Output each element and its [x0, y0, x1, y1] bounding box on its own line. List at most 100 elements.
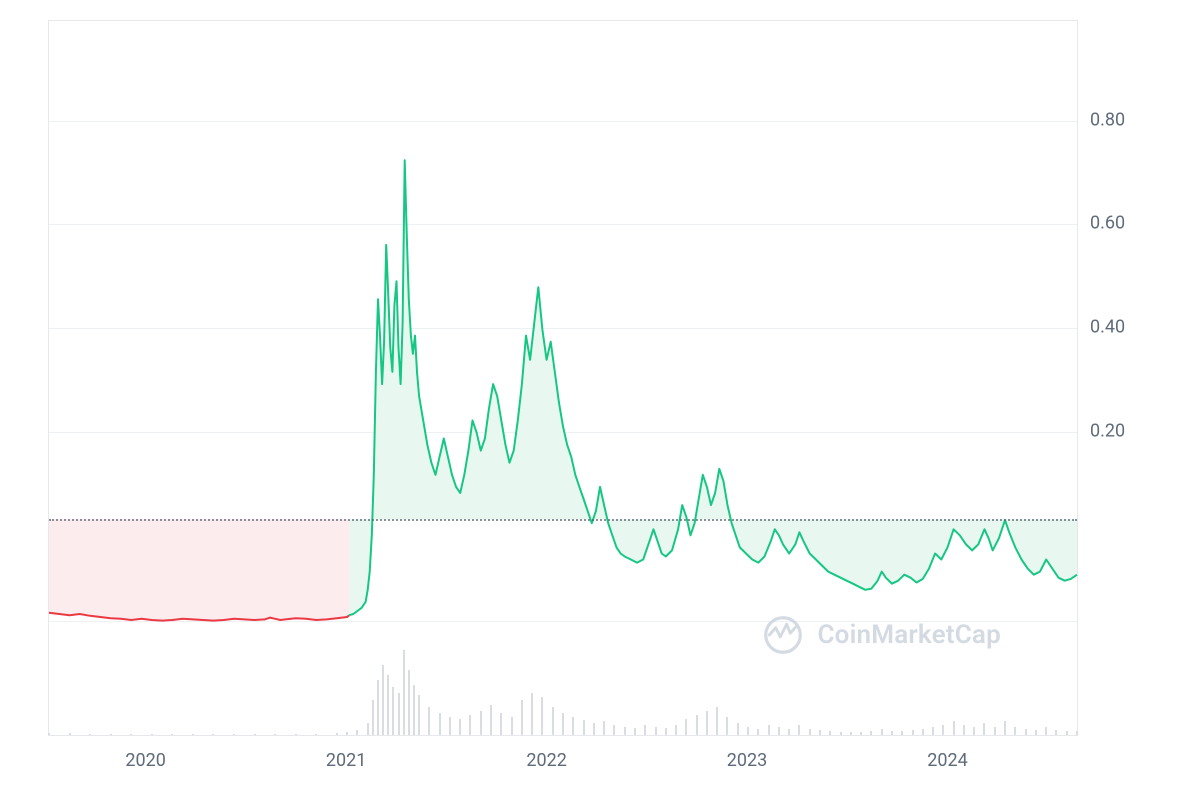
volume-bar	[192, 734, 194, 735]
volume-bar	[726, 717, 728, 735]
volume-bar	[531, 693, 533, 735]
volume-bar	[511, 717, 513, 735]
volume-bar	[798, 725, 800, 735]
volume-bar	[891, 731, 893, 735]
volume-bar	[634, 728, 636, 735]
volume-bar	[583, 720, 585, 735]
volume-bar	[901, 731, 903, 735]
x-tick-label: 2021	[326, 750, 366, 771]
volume-bar	[1076, 731, 1078, 735]
volume-bar	[521, 700, 523, 735]
volume-bar	[1066, 731, 1068, 735]
volume-bar	[151, 734, 153, 735]
volume-bar	[1004, 721, 1006, 735]
coinmarketcap-logo-icon	[763, 615, 803, 655]
volume-bar	[819, 730, 821, 735]
volume-bar	[392, 687, 394, 735]
volume-bar	[768, 725, 770, 735]
volume-bar	[562, 713, 564, 735]
y-tick-label: 0.80	[1090, 109, 1150, 130]
volume-bar	[212, 734, 214, 735]
volume-bar	[809, 729, 811, 735]
volume-bar	[603, 721, 605, 735]
volume-bar	[295, 734, 297, 735]
volume-bar	[572, 717, 574, 735]
volume-bar	[778, 727, 780, 735]
baseline-dotted	[49, 519, 1077, 522]
x-tick-label: 2022	[526, 750, 566, 771]
volume-bar	[336, 733, 338, 735]
volume-bar	[747, 727, 749, 735]
volume-bar	[624, 727, 626, 735]
price-chart: CoinMarketCap	[48, 20, 1078, 736]
volume-bar	[418, 695, 420, 735]
volume-bar	[696, 715, 698, 735]
volume-bar	[449, 717, 451, 735]
volume-bar	[973, 727, 975, 735]
volume-bar	[953, 721, 955, 735]
volume-bar	[737, 723, 739, 735]
volume-bar	[1035, 730, 1037, 735]
volume-bar	[1025, 729, 1027, 735]
volume-bar	[541, 697, 543, 735]
volume-bar	[983, 723, 985, 735]
volume-bar	[932, 727, 934, 735]
volume-bar	[459, 719, 461, 735]
x-tick-label: 2020	[125, 750, 165, 771]
volume-bar	[403, 650, 405, 735]
volume-bar	[870, 731, 872, 735]
volume-bar	[387, 675, 389, 735]
volume-bar	[1045, 727, 1047, 735]
price-area-red	[49, 519, 349, 620]
y-tick-label: 0.40	[1090, 317, 1150, 338]
volume-bar	[500, 713, 502, 735]
volume-bar	[356, 730, 358, 735]
volume-bar	[377, 680, 379, 735]
volume-bar	[665, 728, 667, 735]
volume-bar	[233, 734, 235, 735]
volume-bar	[171, 734, 173, 735]
volume-bar	[439, 713, 441, 735]
volume-bar	[1014, 727, 1016, 735]
volume-bar	[860, 732, 862, 735]
watermark: CoinMarketCap	[763, 615, 1000, 655]
price-line-green	[349, 160, 1077, 615]
volume-bar	[428, 707, 430, 735]
volume-bar	[922, 729, 924, 735]
volume-bar	[1055, 730, 1057, 735]
volume-bar	[942, 725, 944, 735]
volume-bar	[757, 729, 759, 735]
volume-bar	[469, 715, 471, 735]
volume-bar	[372, 700, 374, 735]
volume-bar	[644, 725, 646, 735]
volume-bar	[89, 734, 91, 735]
volume-bar	[655, 727, 657, 735]
volume-bar	[912, 730, 914, 735]
volume-bar	[382, 665, 384, 735]
x-tick-label: 2023	[727, 750, 767, 771]
y-tick-label: 0.60	[1090, 213, 1150, 234]
volume-bar	[48, 733, 50, 735]
volume-bar	[613, 725, 615, 735]
watermark-text: CoinMarketCap	[817, 620, 1000, 650]
volume-bar	[69, 733, 71, 735]
volume-bar	[480, 711, 482, 735]
volume-bar	[367, 723, 369, 735]
volume-bar	[881, 729, 883, 735]
volume-bar	[840, 732, 842, 735]
volume-bar	[254, 734, 256, 735]
x-tick-label: 2024	[927, 750, 967, 771]
volume-bar	[706, 711, 708, 735]
volume-bar	[788, 729, 790, 735]
volume-bar	[110, 734, 112, 735]
volume-bar	[490, 705, 492, 735]
volume-bar	[829, 731, 831, 735]
volume-bar	[346, 732, 348, 735]
volume-bar	[130, 734, 132, 735]
volume-bar	[675, 725, 677, 735]
volume-bar	[413, 685, 415, 735]
volume-bar	[994, 727, 996, 735]
volume-bar	[552, 707, 554, 735]
volume-bar	[593, 723, 595, 735]
volume-bar	[850, 732, 852, 735]
